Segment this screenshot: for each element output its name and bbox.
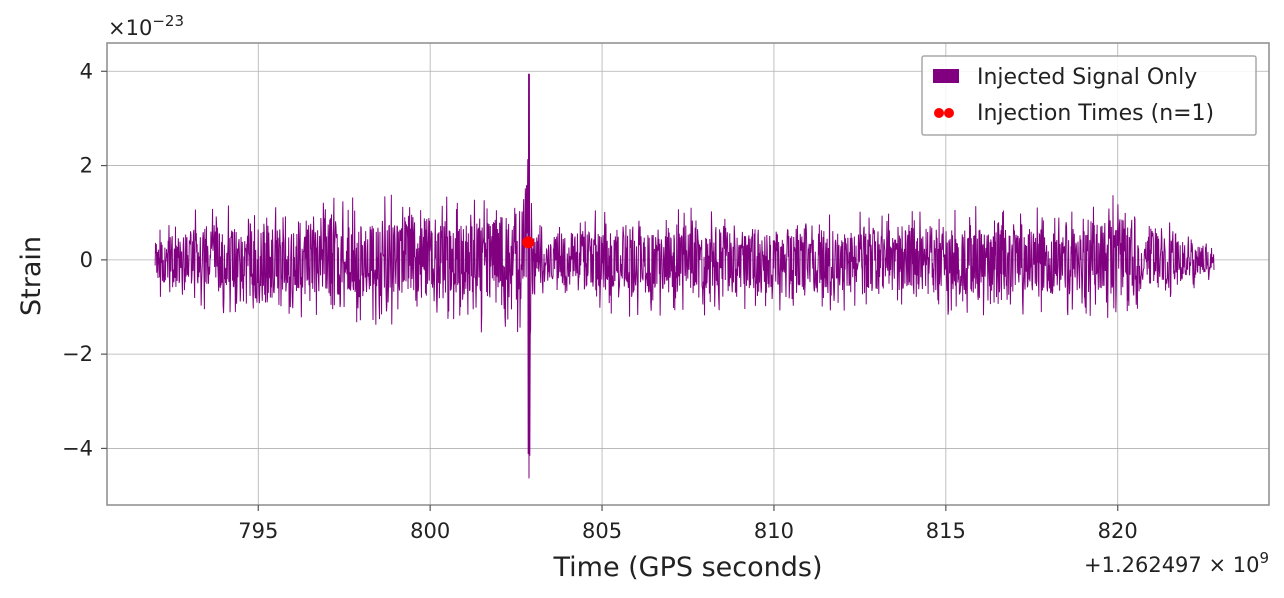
legend-label-injected-signal: Injected Signal Only — [977, 65, 1197, 90]
series-injected-signal — [154, 73, 1215, 479]
y-axis-label: Strain — [16, 236, 47, 316]
x-tick-label: 810 — [754, 519, 794, 543]
x-offset-label: +1.262497 × 109 — [1084, 549, 1269, 577]
y-tick-label: 0 — [80, 248, 93, 272]
y-tick-label: −2 — [62, 342, 93, 366]
plot-frame — [106, 42, 1270, 506]
plot-series — [154, 73, 1215, 479]
legend-swatch-injected-signal — [933, 69, 959, 83]
x-tick-label: 820 — [1098, 519, 1138, 543]
x-tick-label: 800 — [410, 519, 450, 543]
legend: Injected Signal Only Injection Times (n=… — [921, 55, 1257, 136]
y-tick-label: 4 — [80, 59, 93, 83]
x-axis-label: Time (GPS seconds) — [552, 552, 822, 583]
y-scale-label: ×10−23 — [108, 12, 184, 40]
x-tick-label: 815 — [926, 519, 966, 543]
injection-time-point — [522, 236, 535, 249]
x-tick-label: 805 — [582, 519, 622, 543]
legend-marker-injection-a — [934, 108, 944, 118]
y-tick-label: 2 — [80, 154, 93, 178]
x-axis-ticks: 795 800 805 810 815 820 — [238, 505, 1138, 543]
x-tick-label: 795 — [238, 519, 278, 543]
y-axis-ticks: −4 −2 0 2 4 — [62, 59, 107, 460]
y-tick-label: −4 — [62, 436, 93, 460]
legend-marker-injection-b — [944, 108, 954, 118]
legend-box — [921, 55, 1257, 136]
legend-label-injection-times: Injection Times (n=1) — [977, 101, 1214, 126]
